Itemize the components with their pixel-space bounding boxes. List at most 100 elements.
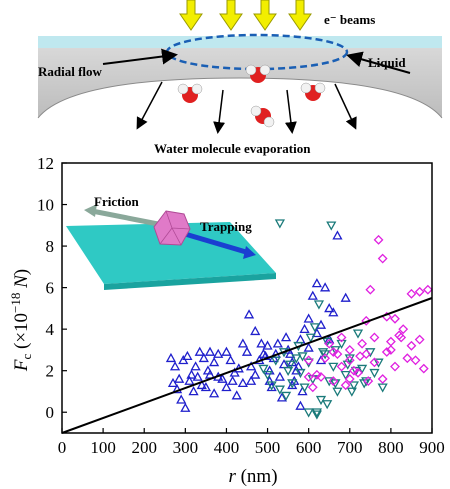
data-point-triangle-up — [280, 332, 292, 342]
data-point-triangle-up — [307, 290, 318, 300]
data-point-diamond — [355, 351, 365, 362]
water-molecule-icon — [245, 64, 271, 83]
friction-label: Friction — [94, 194, 140, 209]
x-axis-label: r (nm) — [228, 466, 277, 487]
data-point-triangle-up — [227, 375, 238, 385]
data-point-triangle-up — [180, 402, 191, 412]
data-point-triangle-down — [352, 329, 364, 339]
data-point-triangle-up — [196, 379, 207, 390]
data-point-triangle-up — [311, 278, 322, 288]
data-point-diamond — [328, 347, 339, 357]
data-point-triangle-up — [221, 346, 232, 356]
liquid-label: Liquid — [368, 55, 406, 70]
data-point-triangle-down — [357, 364, 368, 374]
inset: Friction Trapping — [66, 194, 276, 290]
data-point-diamond — [396, 332, 407, 343]
data-point-diamond — [363, 376, 374, 386]
data-point-triangle-down — [369, 368, 380, 379]
data-point-triangle-down — [340, 370, 351, 381]
plot-frame — [61, 162, 433, 434]
data-point-triangle-up — [332, 230, 343, 240]
data-point-triangle-down — [311, 410, 322, 420]
axis-ticks: 0 100 200 300 400 500 600 700 800 900 0 2 4 6 8 10 12 — [37, 154, 445, 457]
data-point-triangle-down — [303, 408, 314, 418]
data-point-triangle-up — [285, 348, 296, 358]
data-point-triangle-up — [328, 307, 339, 317]
data-point-triangle-down — [336, 339, 347, 350]
electron-beam-arrows — [179, 0, 312, 31]
data-point-triangle-up — [274, 371, 285, 381]
data-point-diamond — [418, 363, 429, 374]
data-point-triangle-down — [311, 408, 322, 418]
data-point-triangle-down — [287, 379, 298, 389]
water-molecule-icon — [177, 83, 203, 103]
data-point-triangle-down — [346, 387, 357, 397]
data-point-diamond — [422, 284, 433, 295]
beams-label: e⁻ beams — [324, 12, 375, 27]
data-point-triangle-down — [285, 360, 296, 370]
data-point-diamond — [328, 376, 339, 386]
data-point-diamond — [410, 355, 421, 366]
data-point-triangle-up — [167, 377, 179, 388]
data-point-triangle-down — [274, 219, 285, 229]
x-tick-label: 300 — [173, 438, 199, 457]
data-point-diamond — [406, 288, 417, 299]
data-point-triangle-up — [221, 381, 232, 392]
data-point-diamond — [406, 340, 417, 351]
inset-substrate-edge — [104, 273, 276, 290]
data-point-diamond — [414, 334, 425, 345]
data-point-triangle-up — [320, 282, 331, 292]
x-tick-label: 400 — [214, 438, 240, 457]
data-point-triangle-up — [295, 400, 306, 410]
water-molecule-icon — [300, 82, 326, 101]
data-point-triangle-down — [274, 385, 285, 395]
data-point-triangle-down — [320, 350, 331, 360]
data-point-diamond — [365, 284, 376, 295]
y-tick-label: 0 — [46, 403, 55, 422]
data-point-diamond — [303, 355, 314, 366]
data-point-triangle-down — [283, 366, 294, 377]
water-molecule-icon — [250, 105, 275, 128]
x-tick-label: 0 — [58, 438, 67, 457]
data-point-triangle-down — [299, 383, 310, 393]
chart: 0 100 200 300 400 500 600 700 800 900 0 2 4 6 8 10 12 Fr… — [8, 154, 445, 487]
data-point-triangle-down — [303, 358, 314, 368]
data-point-triangle-down — [365, 348, 376, 358]
data-point-triangle-down — [313, 300, 325, 310]
data-point-diamond — [344, 374, 355, 384]
liquid-meniscus — [37, 77, 443, 119]
data-point-triangle-down — [266, 381, 277, 391]
y-axis-label: Fc (×10−18 N) — [8, 269, 34, 372]
evaporation-arrows — [136, 81, 357, 134]
y-tick-label: 8 — [46, 237, 55, 256]
y-tick-label: 4 — [46, 320, 55, 339]
data-point-triangle-up — [172, 384, 183, 394]
radial-flow-label: Radial flow — [38, 64, 103, 79]
data-point-triangle-up — [237, 338, 248, 348]
data-point-diamond — [340, 380, 351, 391]
data-point-triangle-up — [192, 371, 203, 381]
data-point-triangle-down — [317, 348, 329, 358]
data-point-diamond — [344, 345, 355, 355]
data-point-triangle-up — [243, 309, 255, 319]
data-point-triangle-up — [272, 338, 283, 348]
data-point-triangle-down — [332, 387, 343, 397]
data-point-triangle-up — [209, 388, 220, 398]
data-point-triangle-up — [209, 357, 220, 367]
data-point-triangle-up — [311, 327, 322, 338]
data-point-diamond — [369, 357, 380, 368]
evaporation-label: Water molecule evaporation — [154, 141, 311, 156]
data-point-triangle-down — [348, 381, 359, 391]
data-point-diamond — [377, 253, 388, 264]
data-point-triangle-up — [241, 346, 253, 356]
data-point-triangle-up — [303, 342, 314, 352]
data-point-triangle-up — [176, 394, 187, 404]
data-point-triangle-down — [270, 356, 281, 366]
y-tick-label: 6 — [46, 279, 55, 298]
data-point-triangle-up — [165, 352, 177, 363]
data-point-diamond — [303, 372, 314, 382]
beam-arrow-icon — [179, 0, 203, 31]
data-point-diamond — [381, 347, 392, 357]
data-point-diamond — [336, 332, 347, 343]
data-point-triangle-down — [328, 362, 339, 372]
